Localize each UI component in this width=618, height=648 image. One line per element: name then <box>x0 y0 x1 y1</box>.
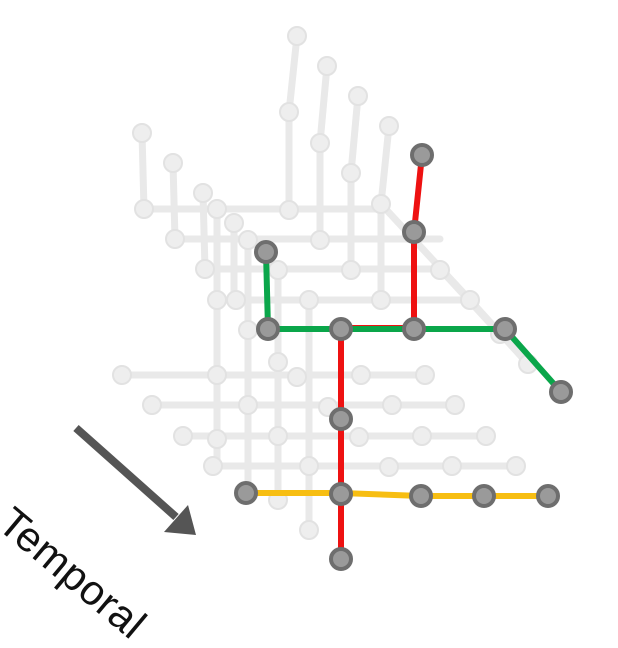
node <box>410 143 434 167</box>
faded-node <box>165 229 185 249</box>
faded-node <box>317 56 337 76</box>
faded-node <box>268 426 288 446</box>
faded-node <box>379 457 399 477</box>
node <box>549 380 573 404</box>
faded-node <box>415 365 435 385</box>
node <box>402 317 426 341</box>
faded-node <box>371 194 391 214</box>
faded-node <box>226 290 246 310</box>
faded-node <box>193 183 213 203</box>
faded-node <box>207 199 227 219</box>
faded-node <box>279 102 299 122</box>
node <box>329 407 353 431</box>
faded-node <box>341 163 361 183</box>
node <box>329 482 353 506</box>
faded-node <box>132 123 152 143</box>
faded-node <box>299 520 319 540</box>
faded-node <box>299 456 319 476</box>
faded-node <box>412 426 432 446</box>
faded-node <box>348 86 368 106</box>
faded-node <box>207 290 227 310</box>
faded-node <box>279 200 299 220</box>
node <box>536 484 560 508</box>
faded-background-nodes <box>112 26 538 540</box>
faded-node <box>476 426 496 446</box>
node <box>472 484 496 508</box>
faded-node <box>310 133 330 153</box>
faded-node <box>207 365 227 385</box>
faded-node <box>268 352 288 372</box>
faded-node <box>238 320 258 340</box>
node <box>329 547 353 571</box>
current-network-nodes <box>234 143 573 571</box>
faded-node <box>445 395 465 415</box>
faded-node <box>382 395 402 415</box>
faded-node <box>349 427 369 447</box>
spatio-temporal-network-diagram <box>73 26 573 571</box>
faded-node <box>203 456 223 476</box>
faded-node <box>506 456 526 476</box>
green-route <box>263 249 564 395</box>
faded-node <box>460 290 480 310</box>
node <box>329 317 353 341</box>
faded-node <box>430 260 450 280</box>
faded-node <box>195 259 215 279</box>
faded-node <box>224 213 244 233</box>
faded-background-network <box>118 32 532 534</box>
faded-node <box>142 395 162 415</box>
faded-node <box>173 426 193 446</box>
faded-node <box>299 290 319 310</box>
faded-node <box>341 260 361 280</box>
faded-node <box>134 199 154 219</box>
faded-node <box>379 116 399 136</box>
faded-node <box>371 290 391 310</box>
faded-node <box>163 153 183 173</box>
faded-node <box>268 260 288 280</box>
node <box>256 317 280 341</box>
faded-node <box>351 365 371 385</box>
temporal-arrow-icon <box>73 425 196 535</box>
faded-node <box>238 395 258 415</box>
node <box>254 240 278 264</box>
faded-node <box>112 365 132 385</box>
node <box>493 317 517 341</box>
node <box>409 484 433 508</box>
faded-node <box>207 429 227 449</box>
faded-node <box>287 26 307 46</box>
node <box>234 481 258 505</box>
faded-node <box>287 367 307 387</box>
faded-node <box>238 230 258 250</box>
node <box>402 220 426 244</box>
yellow-route <box>243 490 551 499</box>
faded-node <box>442 456 462 476</box>
faded-node <box>310 230 330 250</box>
